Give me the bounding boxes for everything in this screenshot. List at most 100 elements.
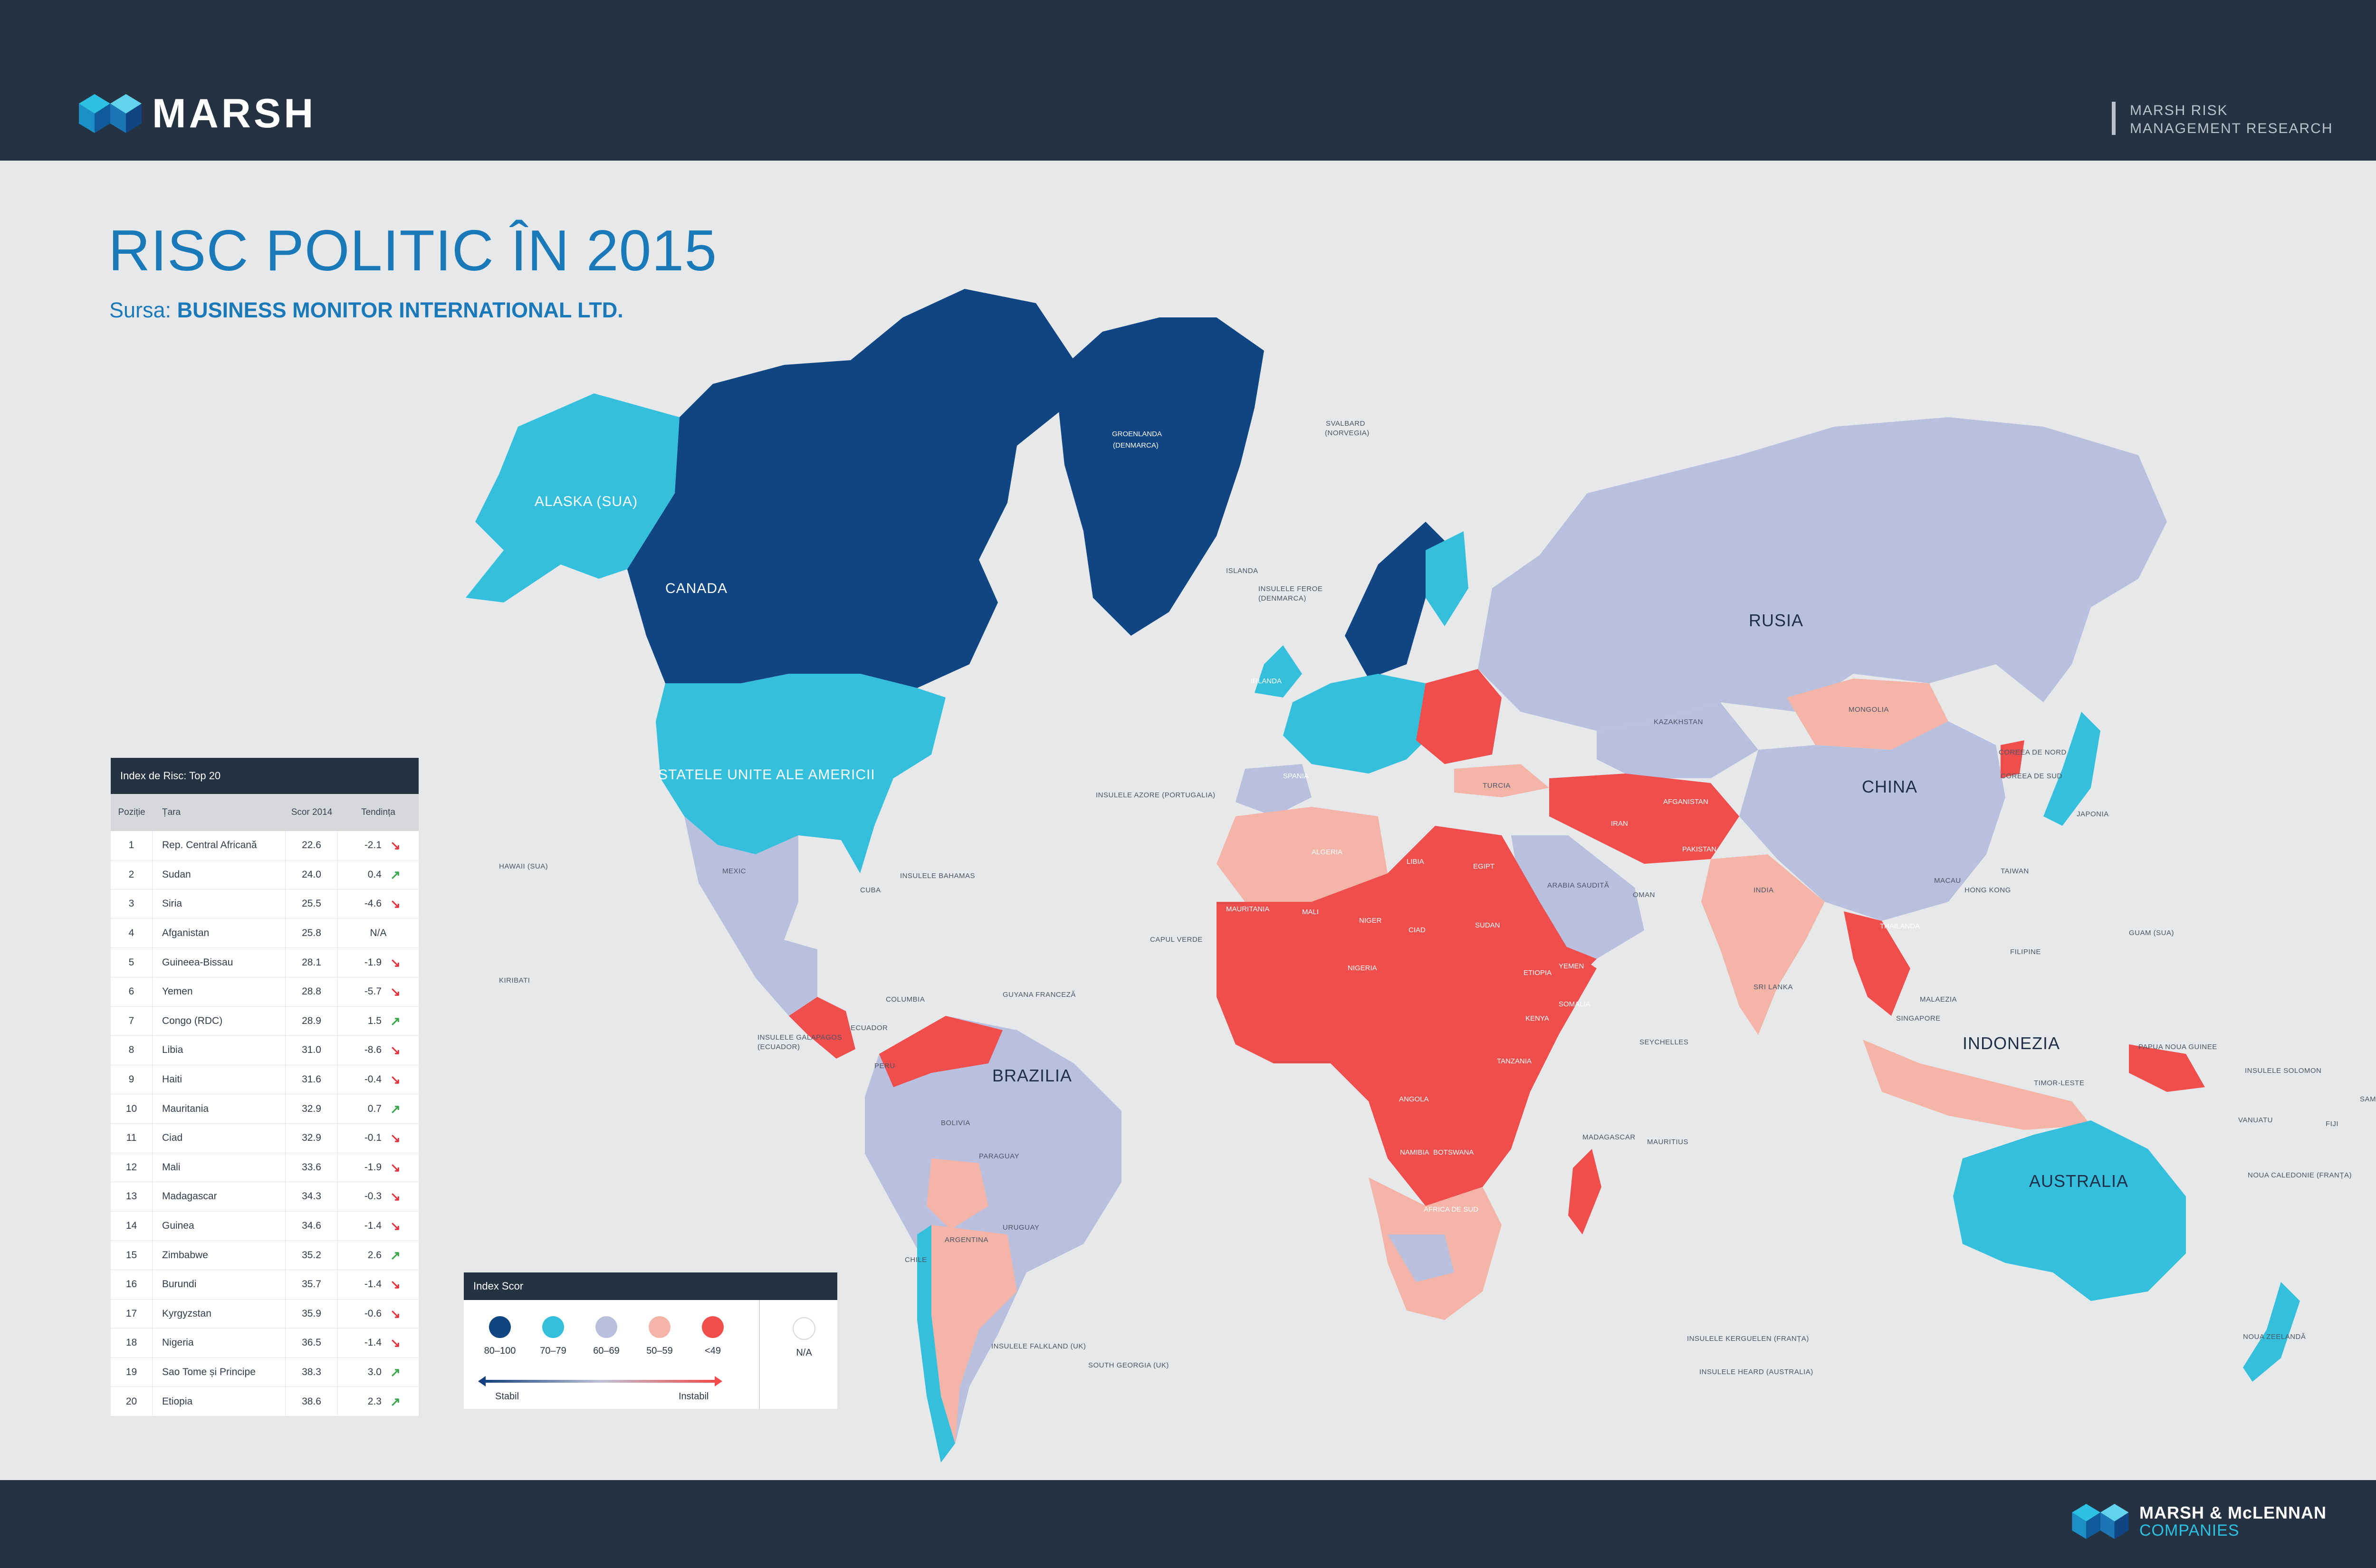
- region-iberia[interactable]: [1236, 764, 1312, 816]
- region-argentina[interactable]: [931, 1225, 1017, 1444]
- region-uk-ireland[interactable]: [1255, 645, 1302, 698]
- region-turkey[interactable]: [1454, 764, 1549, 797]
- trend-down-arrow-icon: ↘: [390, 1043, 401, 1058]
- label-canada: CANADA: [665, 581, 728, 596]
- legend-band-label: 50–59: [646, 1346, 673, 1356]
- region-iran-afg[interactable]: [1549, 774, 1739, 864]
- row-trend: -0.4 ↘: [338, 1065, 419, 1094]
- row-country: Afganistan: [153, 918, 286, 948]
- label-niger: NIGER: [1359, 917, 1382, 925]
- region-southeast-asia[interactable]: [1844, 911, 1910, 1016]
- label-filipine: FILIPINE: [2010, 948, 2041, 956]
- label-mexico: MEXIC: [722, 867, 746, 875]
- row-trend: -4.6 ↘: [338, 889, 419, 918]
- label-argentina: ARGENTINA: [945, 1236, 988, 1244]
- row-trend-value: -0.3: [364, 1191, 382, 1202]
- row-pos: 8: [111, 1036, 153, 1065]
- trend-down-arrow-icon: ↘: [390, 955, 401, 970]
- region-eastern-europe[interactable]: [1416, 669, 1502, 764]
- label-coreea-nord: COREEA DE NORD: [1999, 748, 2067, 756]
- row-score: 31.0: [286, 1036, 338, 1065]
- mmc-logo-icon: [2072, 1504, 2129, 1539]
- trend-down-arrow-icon: ↘: [390, 897, 401, 911]
- legend: Index Scor 80–100 70–79 60–69 50–59 <49 Stab…: [464, 1272, 837, 1409]
- region-russia[interactable]: [1478, 417, 2167, 731]
- region-alaska[interactable]: [466, 393, 680, 602]
- label-hawaii: HAWAII (SUA): [499, 862, 548, 870]
- row-country: Mauritania: [153, 1094, 286, 1123]
- legend-na-label: N/A: [796, 1348, 812, 1358]
- row-trend: 3.0 ↗: [338, 1358, 419, 1387]
- header-trend: Tendința: [361, 807, 395, 817]
- region-papua[interactable]: [2129, 1044, 2205, 1092]
- region-madagascar[interactable]: [1568, 1149, 1601, 1234]
- source-value: BUSINESS MONITOR INTERNATIONAL LTD.: [177, 298, 623, 322]
- region-greenland[interactable]: [1055, 317, 1264, 636]
- region-western-europe[interactable]: [1283, 674, 1435, 774]
- legend-band-label: 70–79: [540, 1346, 566, 1356]
- row-country: Yemen: [153, 977, 286, 1006]
- region-north-korea[interactable]: [2001, 740, 2024, 778]
- label-mauritania: MAURITANIA: [1226, 905, 1269, 913]
- row-trend: -0.1 ↘: [338, 1124, 419, 1153]
- label-islanda: ISLANDA: [1226, 567, 1258, 575]
- label-turcia: TURCIA: [1483, 782, 1511, 790]
- top20-table: Index de Risc: Top 20 Poziție Țara Scor …: [111, 758, 419, 1416]
- row-country: Kyrgyzstan: [153, 1299, 286, 1329]
- region-north-africa[interactable]: [1217, 807, 1388, 902]
- legend-unstable: Instabil: [679, 1391, 709, 1402]
- legend-band-label: <49: [705, 1346, 721, 1356]
- label-noua-caledonie: NOUA CALEDONIE (FRANȚA): [2248, 1171, 2352, 1179]
- region-kazakhstan[interactable]: [1597, 702, 1758, 778]
- label-botswana: BOTSWANA: [1433, 1148, 1474, 1157]
- label-macau: MACAU: [1934, 877, 1961, 885]
- label-indonesia: INDONEZIA: [1963, 1033, 2060, 1053]
- row-trend: -1.9 ↘: [338, 1153, 419, 1182]
- row-country: Libia: [153, 1036, 286, 1065]
- region-finland[interactable]: [1426, 531, 1468, 626]
- region-chile[interactable]: [917, 1225, 955, 1463]
- region-new-zealand[interactable]: [2243, 1282, 2300, 1382]
- row-trend-value: -1.9: [364, 956, 382, 968]
- region-africa-sahel[interactable]: [1217, 826, 1597, 1206]
- label-australia: AUSTRALIA: [2029, 1171, 2128, 1191]
- row-trend: -1.9 ↘: [338, 948, 419, 977]
- region-japan[interactable]: [2043, 712, 2100, 826]
- region-usa[interactable]: [656, 674, 946, 873]
- region-malaysia-indonesia[interactable]: [1863, 1040, 2091, 1130]
- region-central-america[interactable]: [789, 997, 855, 1059]
- label-svalbard-2: (NORVEGIA): [1325, 429, 1370, 437]
- label-sudan: SUDAN: [1475, 921, 1500, 929]
- region-venezuela-columbia[interactable]: [879, 1016, 1003, 1087]
- label-bahamas: INSULELE BAHAMAS: [900, 872, 975, 880]
- row-trend-value: -1.4: [364, 1337, 382, 1348]
- region-china[interactable]: [1739, 721, 2005, 921]
- label-angola: ANGOLA: [1399, 1095, 1429, 1103]
- region-canada[interactable]: [627, 289, 1074, 688]
- row-score: 28.1: [286, 948, 338, 977]
- region-india[interactable]: [1701, 854, 1825, 1035]
- top20-title: Index de Risc: Top 20: [111, 758, 419, 794]
- table-row: 10 Mauritania 32.9 0.7 ↗: [111, 1094, 419, 1124]
- table-row: 12 Mali 33.6 -1.9 ↘: [111, 1153, 419, 1183]
- row-pos: 20: [111, 1387, 153, 1416]
- region-australia[interactable]: [1953, 1120, 2186, 1301]
- row-pos: 3: [111, 889, 153, 918]
- region-bolivia[interactable]: [927, 1158, 988, 1230]
- label-libia: LIBIA: [1407, 858, 1424, 866]
- region-botswana-namibia[interactable]: [1388, 1234, 1454, 1282]
- legend-dot: [595, 1316, 617, 1338]
- region-mexico[interactable]: [684, 816, 817, 1016]
- row-score: 25.5: [286, 889, 338, 918]
- region-mongolia[interactable]: [1787, 679, 1948, 750]
- mmc-line-2: COMPANIES: [2139, 1521, 2240, 1539]
- row-score: 38.3: [286, 1358, 338, 1387]
- label-mauritius: MAURITIUS: [1647, 1138, 1688, 1146]
- row-pos: 2: [111, 860, 153, 889]
- row-score: 35.7: [286, 1270, 338, 1299]
- label-svalbard-1: SVALBARD: [1326, 420, 1365, 428]
- row-trend: 0.7 ↗: [338, 1094, 419, 1123]
- row-trend-value: -8.6: [364, 1044, 382, 1056]
- top20-header-row: Poziție Țara Scor 2014 Tendința: [111, 794, 419, 831]
- table-row: 8 Libia 31.0 -8.6 ↘: [111, 1036, 419, 1065]
